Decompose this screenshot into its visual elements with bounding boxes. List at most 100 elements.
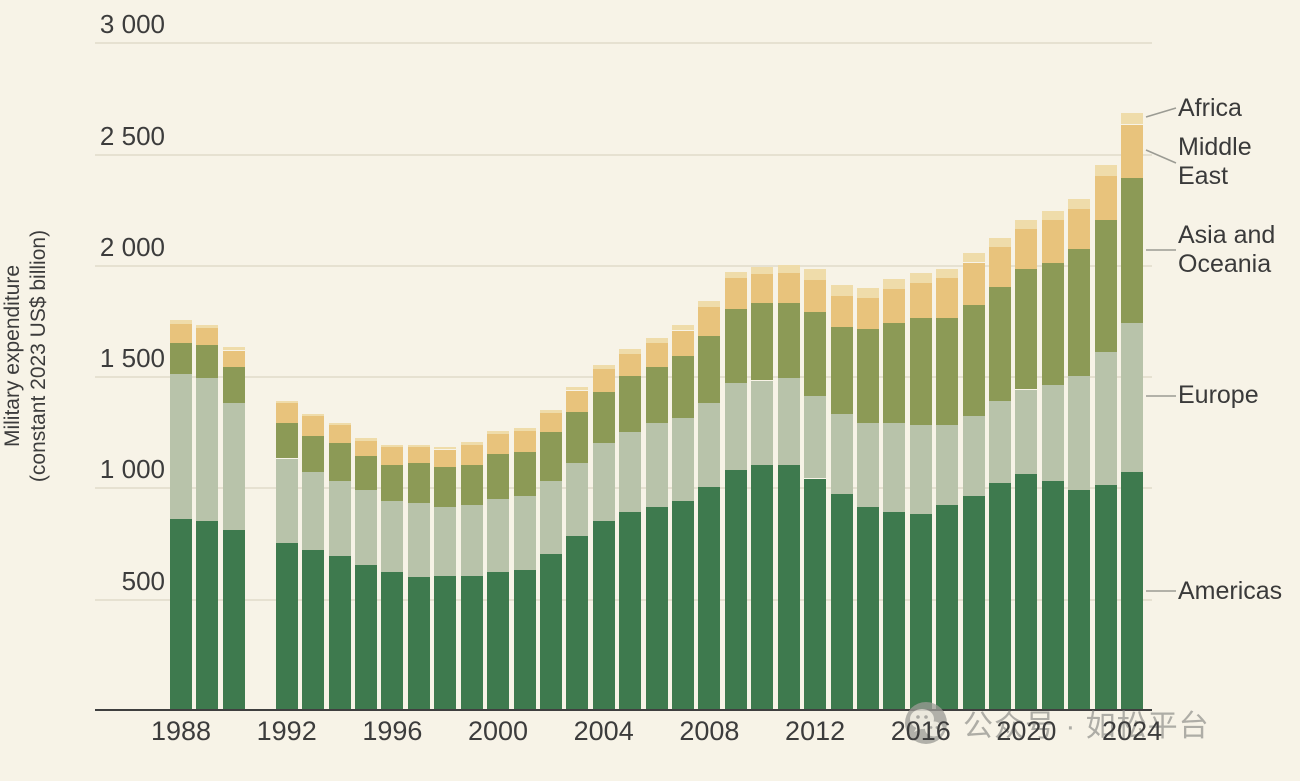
bar-segment-middle-east-1998: [434, 449, 457, 468]
bar-segment-europe-2019: [989, 400, 1011, 483]
bar-segment-middle-east-2009: [724, 278, 747, 310]
bar-segment-europe-2005: [619, 431, 642, 512]
bar-segment-americas-1988: [170, 518, 192, 710]
bar-segment-asia-and-oceania-1990: [222, 367, 245, 403]
bar-segment-middle-east-1989: [196, 328, 219, 345]
bar-segment-asia-and-oceania-2024: [1121, 178, 1144, 323]
bar-segment-americas-1990: [222, 529, 245, 710]
bar-segment-middle-east-2021: [1041, 220, 1064, 263]
bar-segment-europe-1992: [275, 458, 298, 544]
bar-segment-africa-2024: [1121, 113, 1144, 125]
bar-segment-europe-2003: [566, 462, 589, 537]
bar-segment-middle-east-2023: [1094, 175, 1117, 221]
x-axis-line: [95, 709, 1152, 711]
bar-segment-middle-east-2020: [1015, 229, 1038, 270]
bar-segment-middle-east-1996: [381, 447, 404, 466]
x-tick-2016: 2016: [890, 716, 951, 746]
bar-segment-americas-2014: [856, 507, 879, 710]
bar-segment-middle-east-1992: [275, 402, 298, 423]
bar-segment-americas-2009: [724, 469, 747, 710]
bar-segment-americas-2000: [487, 572, 509, 710]
bar-segment-asia-and-oceania-2007: [672, 356, 694, 419]
bar-segment-middle-east-1990: [222, 350, 245, 368]
bar-segment-africa-2005: [619, 349, 642, 354]
bar-segment-asia-and-oceania-2016: [909, 318, 932, 425]
bar-segment-americas-2019: [989, 482, 1011, 710]
bar-segment-europe-1995: [354, 489, 377, 566]
bar-segment-americas-2005: [619, 511, 642, 710]
gridline-2500: [95, 153, 1152, 156]
x-tick-1992: 1992: [256, 716, 317, 746]
bar-segment-africa-2017: [936, 268, 959, 279]
bar-segment-africa-2008: [698, 300, 721, 308]
bar-segment-europe-1989: [196, 378, 219, 521]
bar-segment-asia-and-oceania-1999: [460, 465, 483, 506]
bar-segment-asia-and-oceania-2002: [539, 431, 562, 481]
bar-segment-asia-and-oceania-2013: [830, 327, 853, 414]
bar-segment-africa-1999: [460, 442, 483, 446]
bar-segment-americas-2020: [1015, 474, 1038, 710]
bar-segment-europe-2024: [1121, 322, 1144, 472]
bar-segment-europe-1988: [170, 373, 192, 519]
bar-segment-africa-2016: [909, 273, 932, 283]
bar-segment-africa-1994: [328, 422, 351, 425]
bar-segment-americas-1994: [328, 556, 351, 710]
bar-segment-americas-2024: [1121, 471, 1144, 710]
gridline-3000: [95, 42, 1152, 45]
bar-segment-europe-2022: [1068, 376, 1091, 490]
bar-segment-americas-2011: [777, 465, 800, 710]
bar-segment-europe-2012: [804, 396, 827, 479]
bar-segment-africa-2015: [883, 279, 906, 290]
bar-segment-asia-and-oceania-2001: [513, 451, 536, 497]
bar-segment-europe-2020: [1015, 389, 1038, 475]
bar-segment-africa-1988: [170, 320, 192, 324]
connector-africa: [1145, 107, 1177, 118]
bar-segment-asia-and-oceania-2006: [645, 367, 668, 423]
bar-segment-americas-2013: [830, 494, 853, 710]
bar-segment-asia-and-oceania-2023: [1094, 220, 1117, 352]
bar-segment-americas-2023: [1094, 485, 1117, 710]
bar-segment-americas-2006: [645, 507, 668, 710]
x-tick-2000: 2000: [467, 716, 529, 746]
bar-segment-europe-2018: [962, 416, 985, 497]
bar-segment-europe-2001: [513, 496, 536, 570]
x-tick-2008: 2008: [679, 716, 740, 746]
bar-segment-middle-east-2011: [777, 272, 800, 303]
legend-label-middle-east: Middle East: [1178, 133, 1252, 190]
bar-segment-asia-and-oceania-2015: [883, 322, 906, 423]
bar-segment-americas-2017: [936, 505, 959, 710]
bar-segment-europe-1996: [381, 500, 404, 572]
bar-segment-africa-2021: [1041, 210, 1064, 221]
bar-segment-americas-2015: [883, 511, 906, 710]
bar-segment-africa-1989: [196, 324, 219, 329]
bar-segment-middle-east-2003: [566, 390, 589, 412]
x-tick-2004: 2004: [573, 716, 634, 746]
y-tick-2500: 2 500: [99, 120, 165, 151]
x-tick-1996: 1996: [362, 716, 423, 746]
x-tick-1988: 1988: [150, 716, 212, 746]
bar-segment-middle-east-2015: [883, 289, 906, 323]
bar-segment-europe-2006: [645, 422, 668, 508]
bar-segment-asia-and-oceania-1998: [434, 467, 457, 508]
bar-segment-africa-2023: [1094, 164, 1117, 176]
bar-segment-americas-1999: [460, 576, 483, 710]
bar-segment-europe-2016: [909, 425, 932, 515]
bar-segment-africa-2003: [566, 387, 589, 391]
bar-segment-europe-2010: [751, 380, 774, 466]
bar-segment-americas-2010: [751, 465, 774, 710]
bar-segment-middle-east-2001: [513, 430, 536, 452]
bar-segment-asia-and-oceania-2003: [566, 411, 589, 463]
bar-segment-asia-and-oceania-2017: [936, 318, 959, 425]
bar-segment-europe-2014: [856, 422, 879, 508]
bar-segment-europe-2011: [777, 378, 800, 466]
bar-segment-americas-1998: [434, 576, 457, 710]
bar-segment-africa-2009: [724, 271, 747, 279]
bar-segment-americas-1995: [354, 565, 377, 710]
bar-segment-africa-2004: [592, 365, 615, 370]
bar-segment-asia-and-oceania-2018: [962, 304, 985, 417]
bar-segment-asia-and-oceania-2022: [1068, 249, 1091, 377]
bar-segment-asia-and-oceania-2005: [619, 376, 642, 432]
bar-segment-asia-and-oceania-1997: [407, 462, 430, 503]
bar-segment-europe-2004: [592, 442, 615, 521]
